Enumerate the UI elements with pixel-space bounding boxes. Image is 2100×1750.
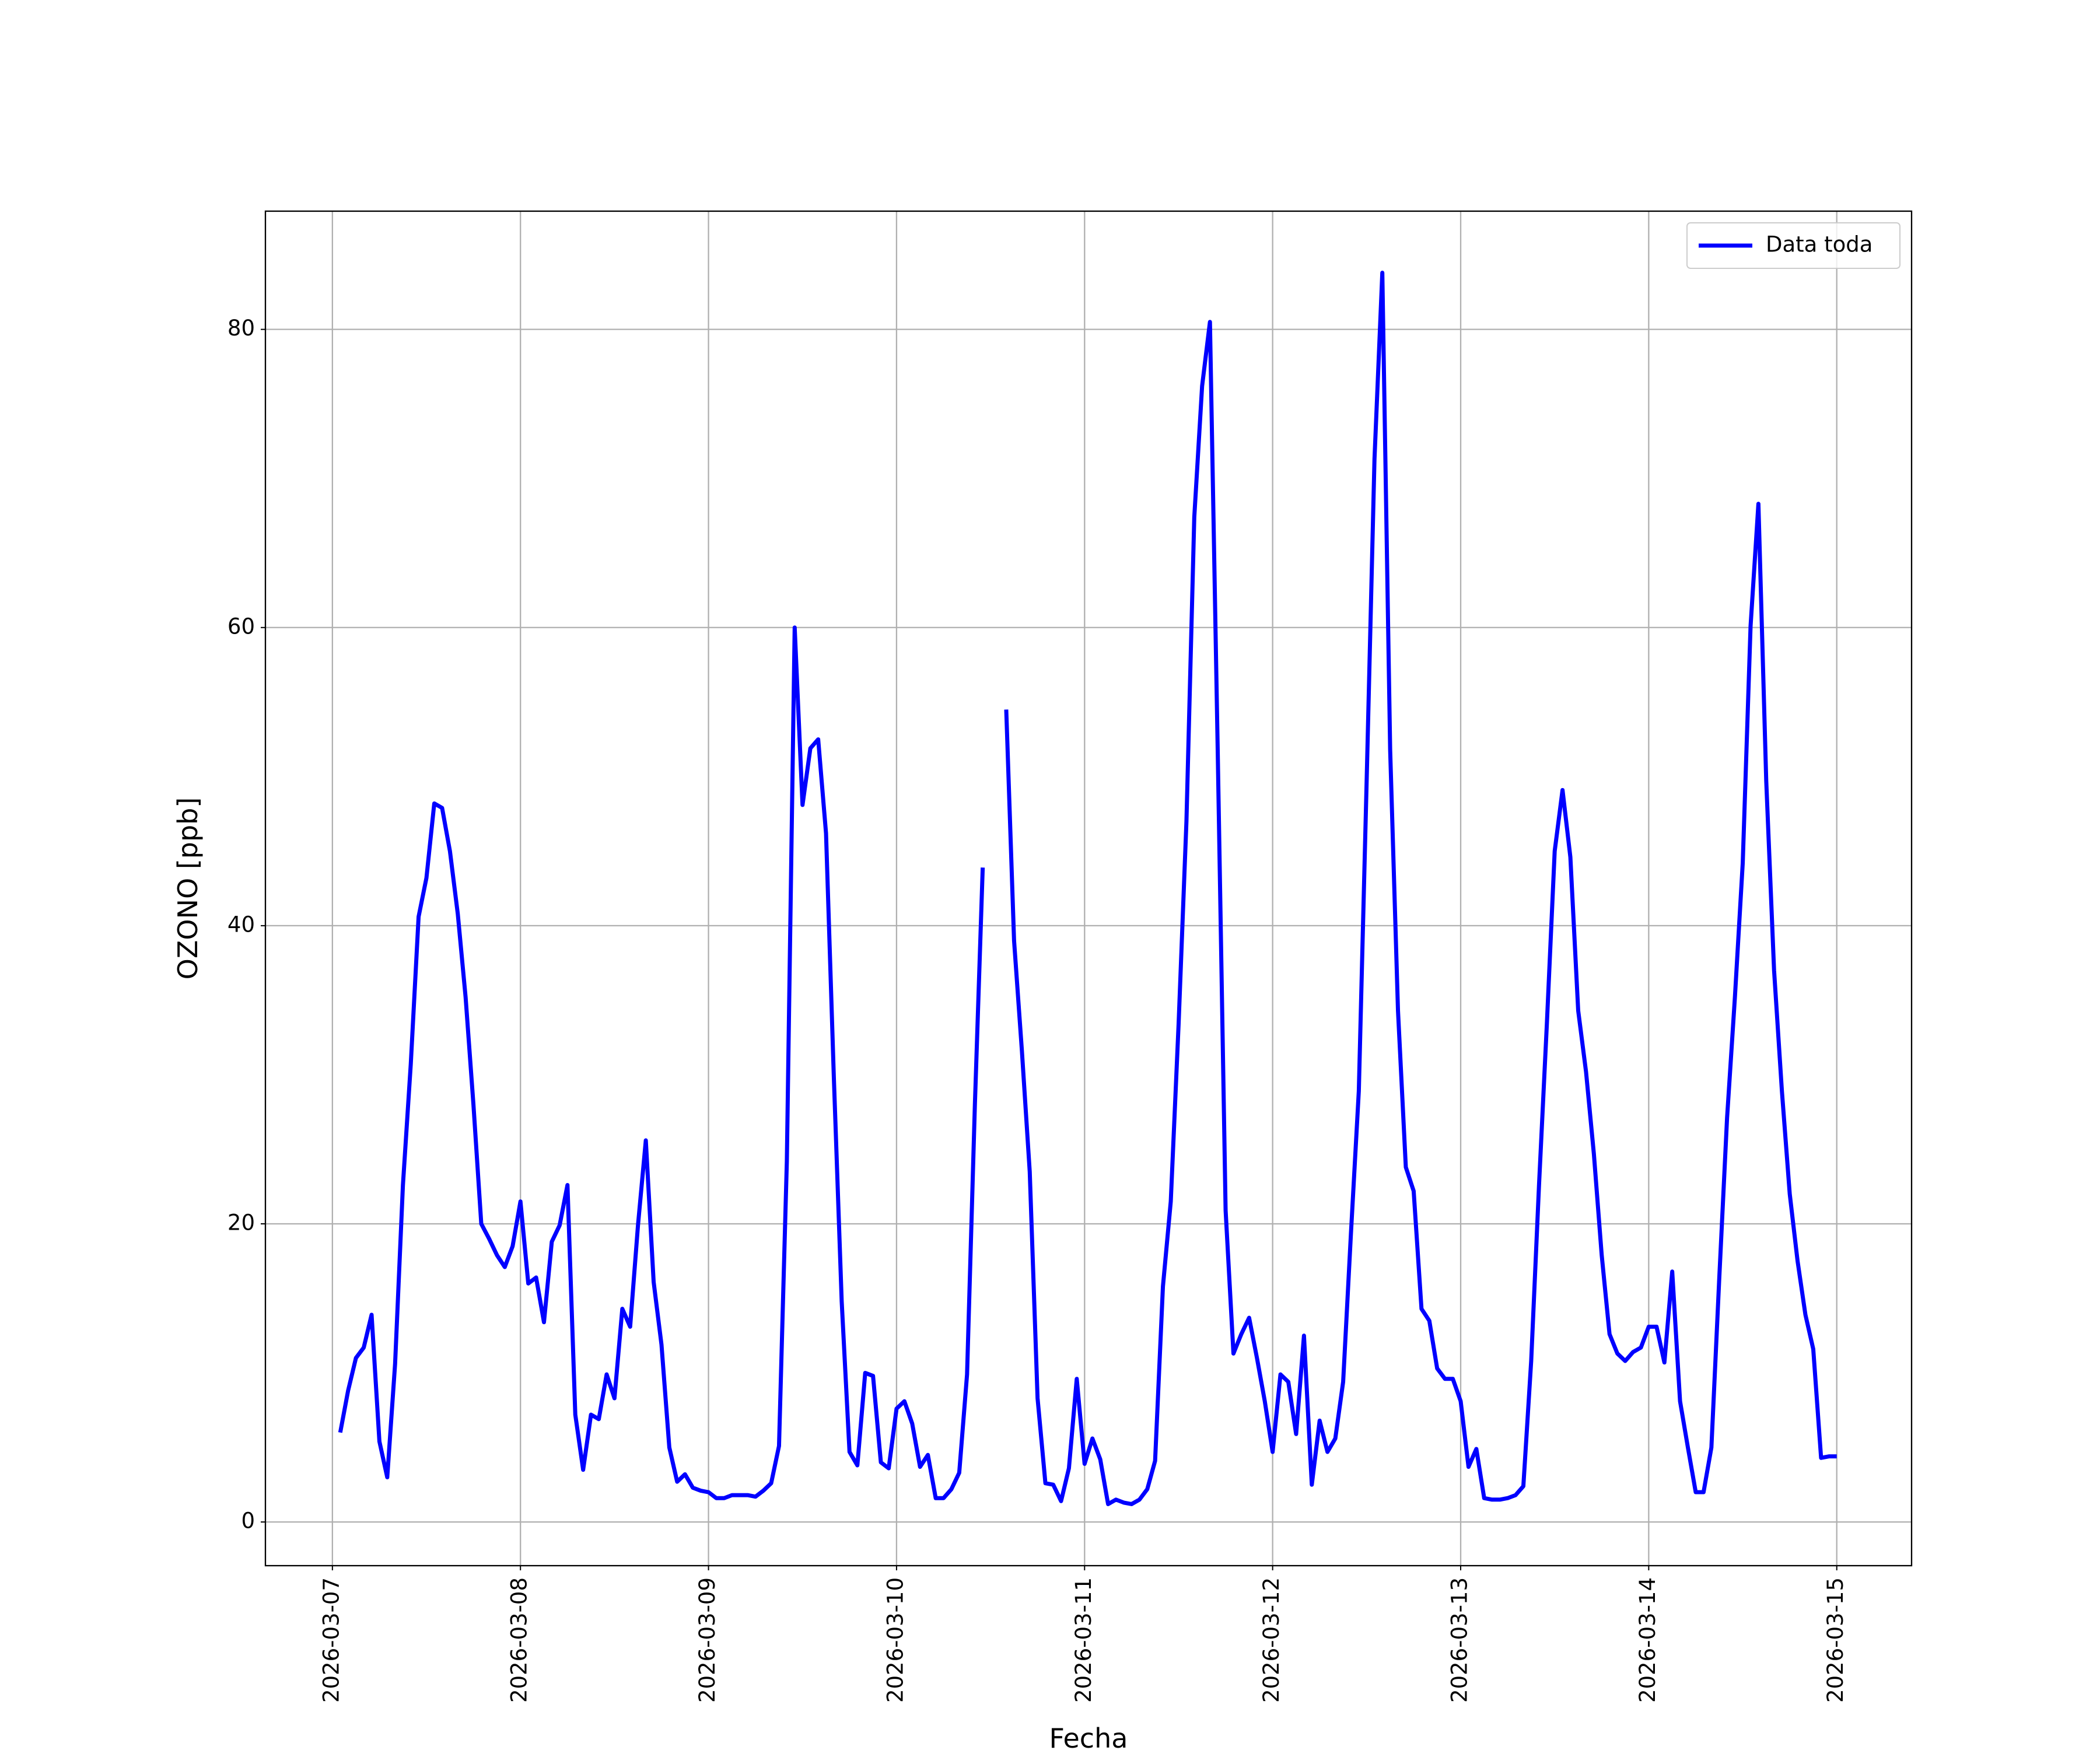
x-tick-label: 2026-03-15	[1823, 1577, 1848, 1703]
y-tick-label: 40	[228, 912, 255, 937]
x-tick-label: 2026-03-11	[1071, 1577, 1096, 1703]
plot-frame	[264, 210, 1913, 1567]
y-tick-label: 60	[228, 614, 255, 639]
x-tick-label: 2026-03-09	[695, 1577, 720, 1703]
x-axis-label: Fecha	[1049, 1723, 1128, 1750]
y-tick-label: 80	[228, 316, 255, 341]
data-line	[338, 271, 1837, 1506]
y-tick-label: 20	[228, 1210, 255, 1236]
legend: Data toda	[1686, 222, 1901, 269]
x-tick-label: 2026-03-10	[883, 1577, 908, 1703]
legend-label: Data toda	[1766, 232, 1873, 257]
y-axis-label: OZONO [ppb]	[172, 797, 204, 980]
legend-box	[1686, 222, 1901, 269]
x-tick-label: 2026-03-13	[1447, 1577, 1472, 1703]
x-tick-label: 2026-03-07	[318, 1577, 344, 1703]
y-tick-label: 0	[241, 1508, 255, 1534]
x-tick-label: 2026-03-12	[1259, 1577, 1284, 1703]
x-tick-label: 2026-03-08	[507, 1577, 532, 1703]
x-tick-label: 2026-03-14	[1635, 1577, 1660, 1703]
